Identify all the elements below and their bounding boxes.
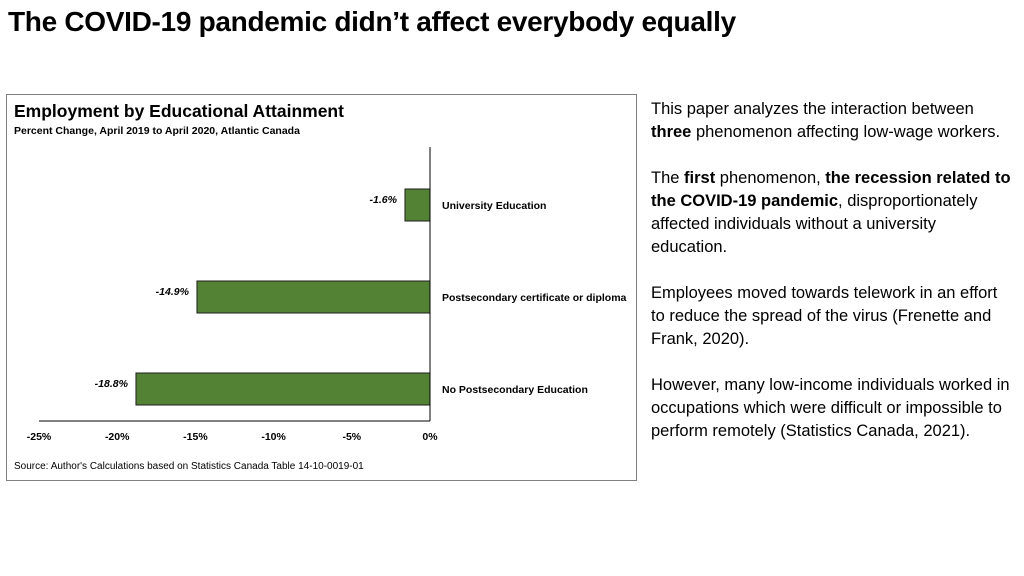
paragraph-intro: This paper analyzes the interaction betw… [651,100,1001,141]
chart-source: Source: Author's Calculations based on S… [14,461,364,472]
category-label: No Postsecondary Education [442,384,588,396]
chart-title: Employment by Educational Attainment [14,101,344,121]
chart-panel: Employment by Educational Attainment Per… [6,94,637,481]
data-label: -14.9% [156,286,190,298]
chart-subtitle: Percent Change, April 2019 to April 2020… [14,125,300,137]
bar [404,188,431,222]
paragraph-telework: Employees moved towards telework in an e… [651,284,998,348]
category-label: Postsecondary certificate or diploma [442,292,627,304]
commentary-text: This paper analyzes the interaction betw… [651,98,1011,466]
x-tick-label: 0% [422,431,438,443]
bar [196,280,431,314]
x-tick-label: -10% [261,431,286,443]
category-label: University Education [442,200,546,212]
x-tick-label: -5% [342,431,361,443]
bar-chart: -1.6% University Education -14.9% Postsecon… [27,147,627,443]
data-label: -18.8% [95,378,129,390]
x-tick-label: -15% [183,431,208,443]
slide-title: The COVID-19 pandemic didn’t affect ever… [8,6,736,37]
bar [135,372,431,406]
paragraph-remote-work: However, many low-income individuals wor… [651,376,1010,440]
x-tick-label: -20% [105,431,130,443]
x-tick-label: -25% [27,431,52,443]
paragraph-first-phenomenon: The first phenomenon, the recession rela… [651,169,1011,256]
data-label: -1.6% [370,194,398,206]
